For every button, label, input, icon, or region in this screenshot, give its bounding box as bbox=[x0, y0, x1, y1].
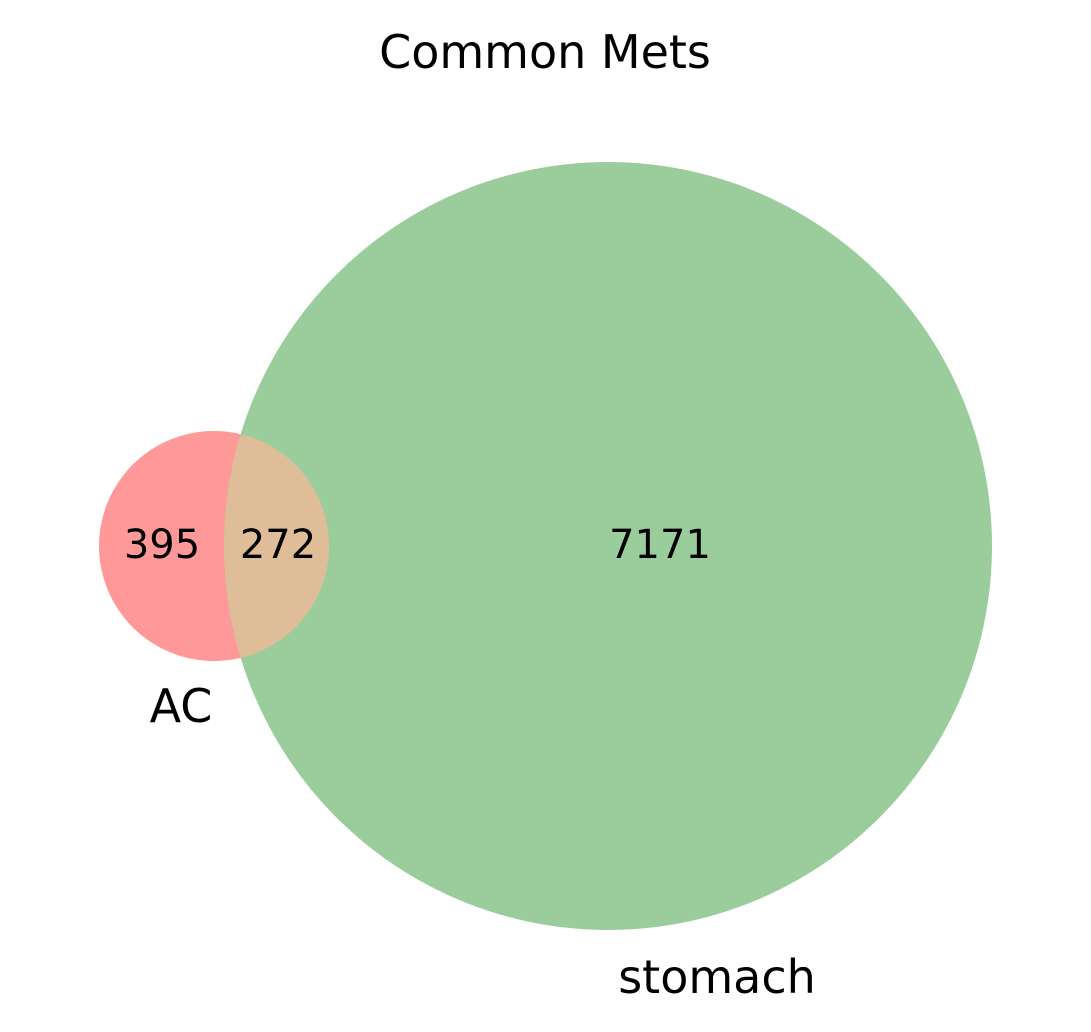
region-count-intersection: 272 bbox=[240, 522, 316, 568]
set-label-stomach: stomach bbox=[618, 950, 816, 1004]
set-circle-stomach bbox=[224, 162, 992, 930]
set-label-ac: AC bbox=[150, 679, 213, 733]
diagram-title: Common Mets bbox=[379, 25, 711, 79]
region-count-ac-only: 395 bbox=[124, 522, 200, 568]
region-count-stomach-only: 7171 bbox=[609, 522, 711, 568]
